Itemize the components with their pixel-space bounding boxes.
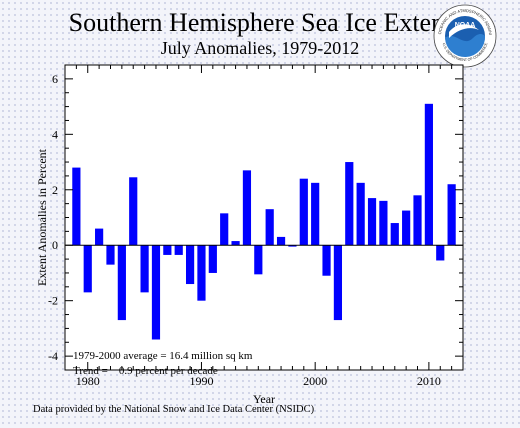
bar-2004: [356, 182, 365, 246]
bar-1997: [276, 236, 286, 246]
y-tick-label: 4: [52, 127, 58, 141]
bar-1998: [288, 245, 297, 247]
y-tick-label: 0: [52, 238, 58, 252]
bar-2002: [333, 245, 343, 321]
bar-2003: [345, 162, 354, 246]
bar-2009: [413, 195, 422, 246]
data-credit: Data provided by the National Snow and I…: [33, 404, 315, 415]
x-axis-label: Year: [253, 392, 275, 406]
bar-2008: [402, 210, 411, 246]
trend-annotation: Trend = 0.9 percent per decade: [73, 365, 218, 377]
bar-2006: [379, 200, 388, 246]
bar-1991: [208, 245, 217, 273]
chart-subtitle: July Anomalies, 1979-2012: [160, 38, 360, 58]
average-annotation: 1979-2000 average = 16.4 million sq km: [73, 350, 253, 362]
bar-1983: [117, 245, 126, 321]
bar-1979: [72, 167, 81, 246]
noaa-logo: NATIONAL OCEANIC AND ATMOSPHERIC ADMINIS…: [433, 4, 497, 68]
bars-group: [72, 103, 456, 340]
chart-title: Southern Hemisphere Sea Ice Extent: [68, 8, 452, 37]
bar-1986: [151, 245, 161, 340]
y-tick-label: -4: [48, 349, 58, 363]
bar-1987: [163, 245, 172, 255]
bar-2001: [322, 245, 331, 276]
y-tick-label: 2: [52, 183, 58, 197]
bar-1993: [231, 241, 240, 246]
bar-1989: [185, 245, 195, 285]
bar-1982: [106, 245, 115, 265]
bar-1990: [197, 245, 206, 301]
bar-2011: [436, 245, 445, 261]
bar-1992: [220, 213, 229, 246]
bar-1994: [242, 170, 252, 246]
y-tick-label: 6: [52, 72, 58, 86]
y-axis-label: Extent Anomalies in Percent: [35, 148, 49, 286]
x-tick-label: 2000: [303, 374, 327, 388]
ticks-group: -4 -2 0 2 4 6 1980 1990 2000 2010: [48, 64, 463, 388]
bar-2000: [311, 182, 320, 246]
bar-2007: [390, 223, 399, 246]
bar-2005: [367, 198, 377, 246]
bar-1996: [265, 209, 274, 246]
x-tick-label: 2010: [417, 374, 441, 388]
bar-2012: [447, 184, 456, 246]
bar-1985: [140, 245, 149, 293]
bar-2010: [424, 103, 433, 246]
bar-1995: [254, 245, 263, 275]
bar-1981: [95, 228, 104, 246]
bar-1980: [83, 245, 92, 293]
y-tick-label: -2: [48, 294, 58, 308]
x-tick-label: 1980: [76, 374, 100, 388]
bar-1999: [299, 178, 308, 246]
bar-1984: [129, 177, 138, 246]
logo-text: NOAA: [455, 22, 476, 29]
bar-1988: [174, 245, 183, 255]
x-tick-label: 1990: [189, 374, 213, 388]
